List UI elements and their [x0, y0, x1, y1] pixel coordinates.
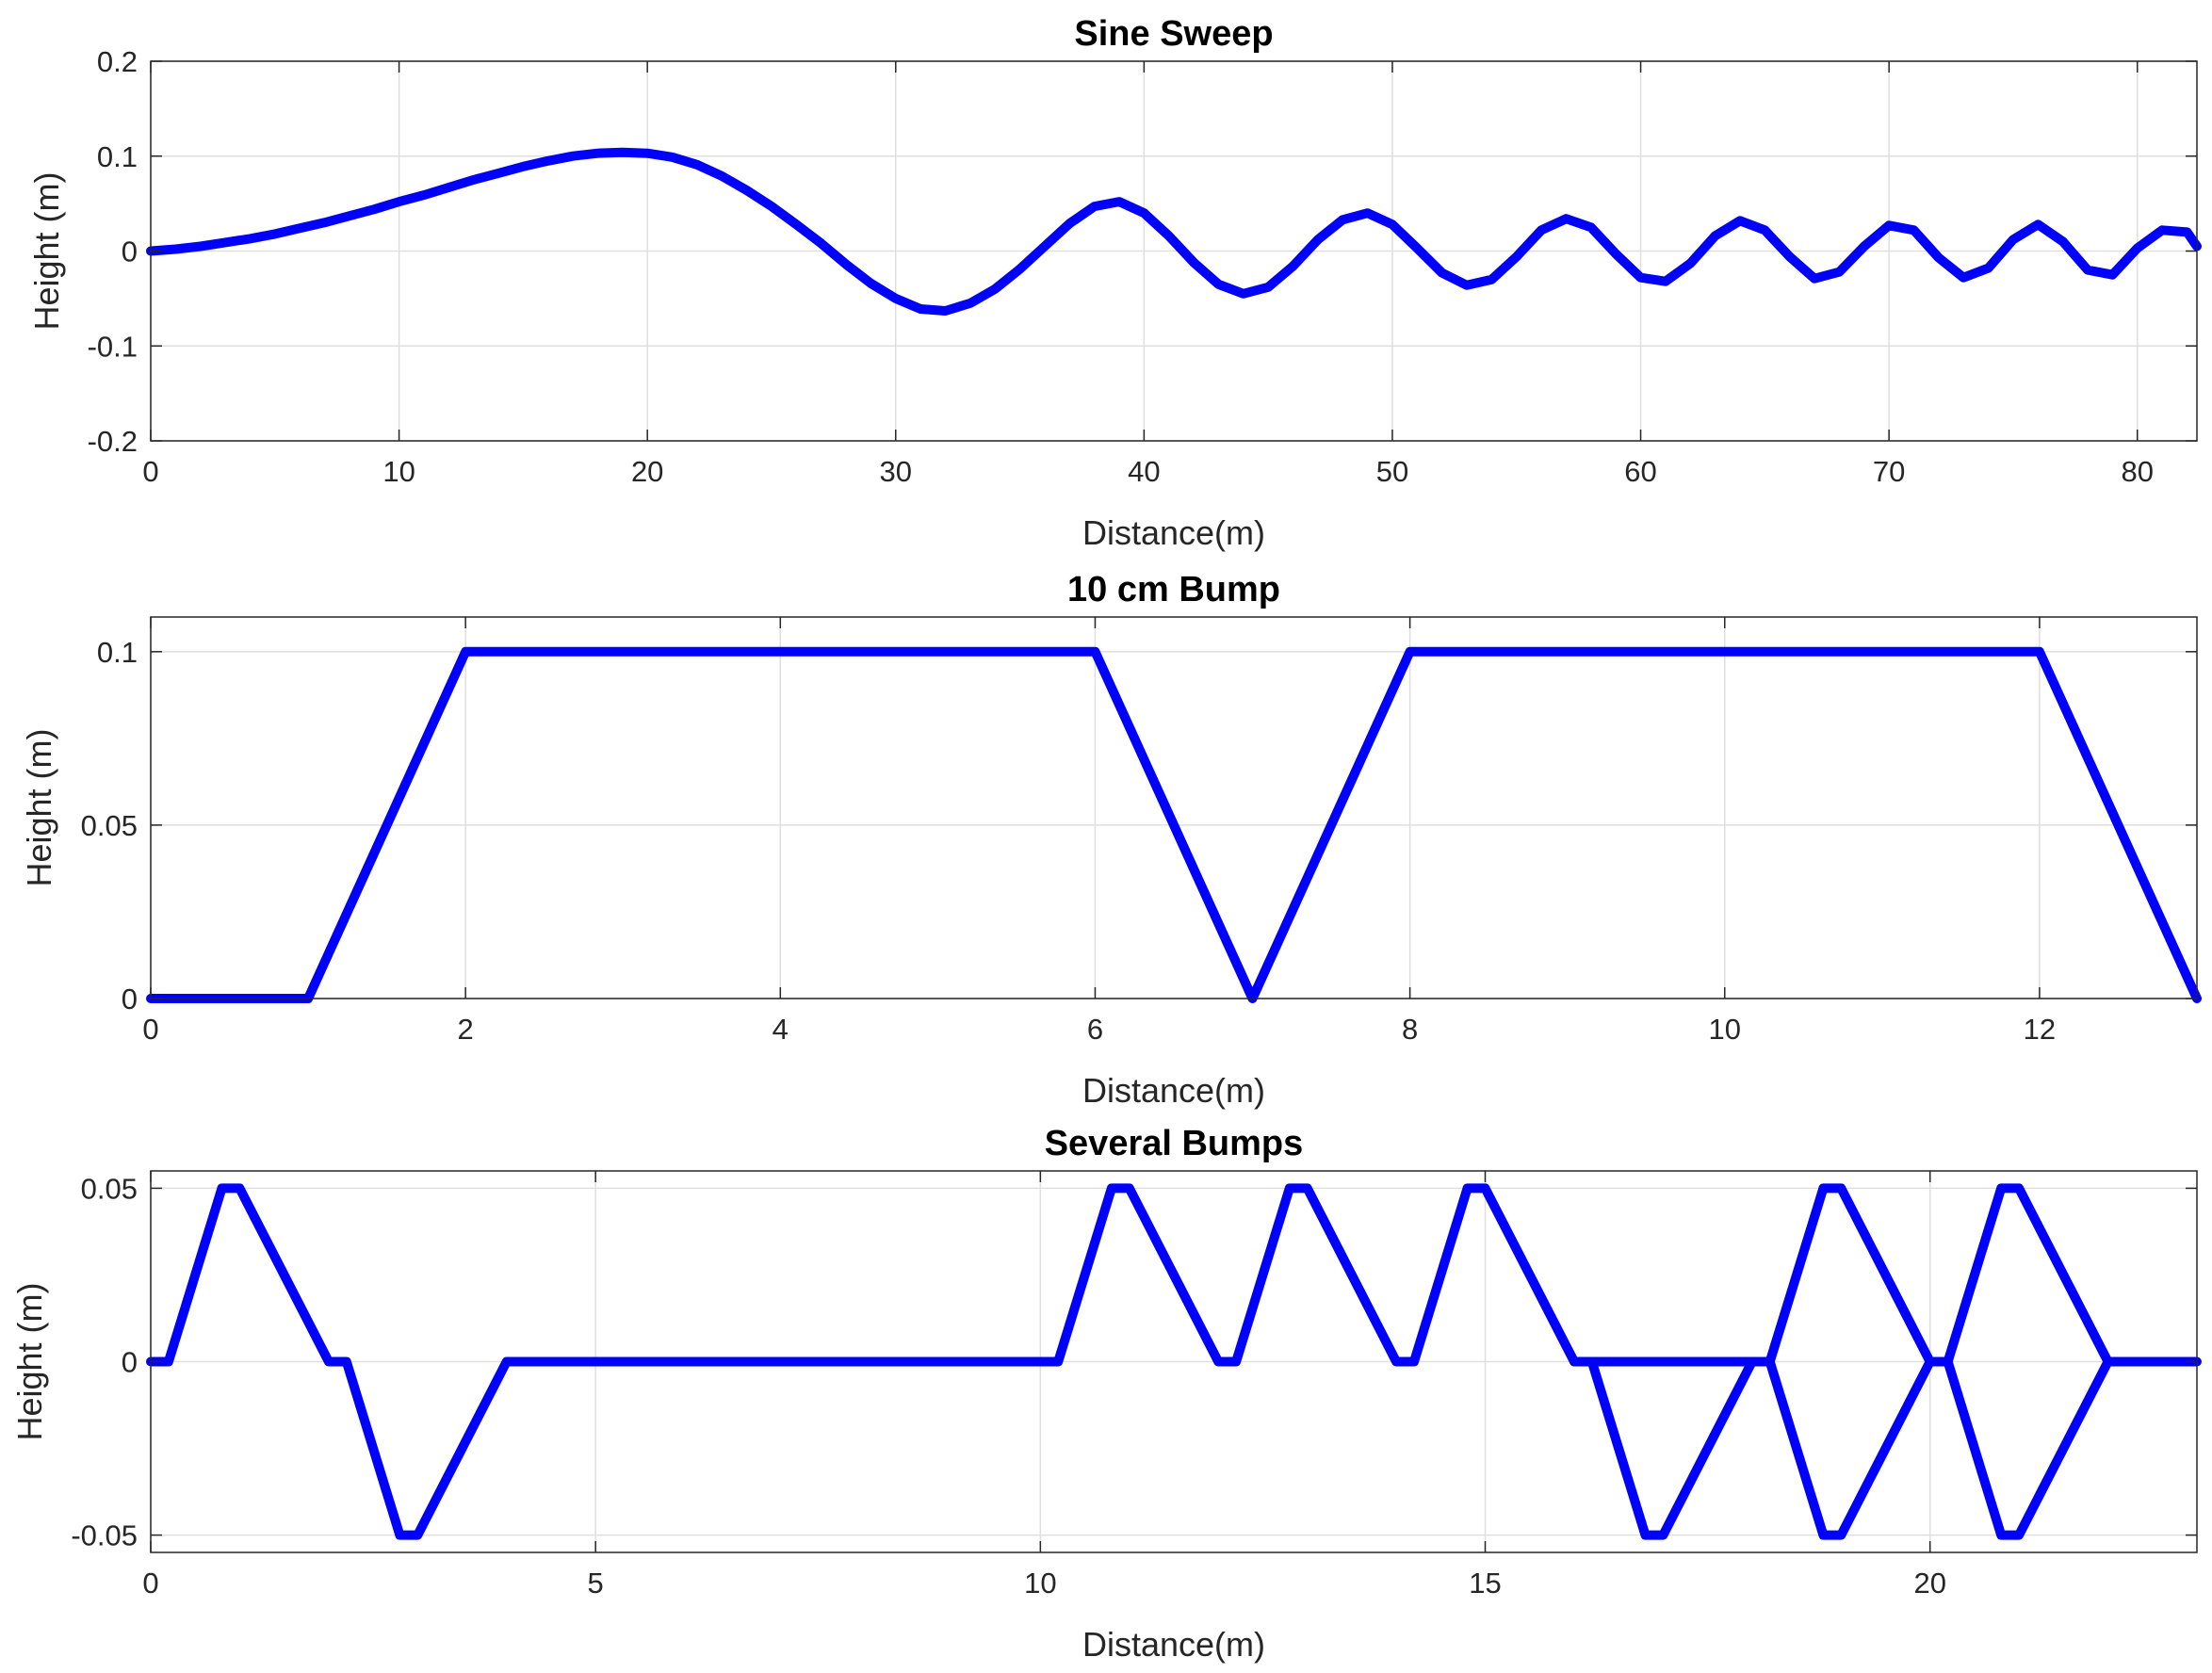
chart-title: Sine Sweep	[1074, 14, 1273, 54]
y-tick-label: 0.05	[81, 809, 138, 842]
y-tick-label: 0	[122, 236, 138, 268]
y-tick-label: -0.05	[71, 1519, 138, 1552]
x-tick-label: 12	[2024, 1013, 2056, 1046]
y-tick-label: 0.1	[97, 636, 138, 669]
y-tick-label: 0	[122, 1346, 138, 1379]
series-line-2	[1570, 1183, 2113, 1367]
x-tick-label: 20	[631, 455, 663, 488]
series-line-1	[146, 646, 2202, 1003]
series-line-1	[146, 147, 2202, 316]
y-axis-label: Height (m)	[27, 171, 66, 330]
y-axis-label: Height (m)	[10, 1282, 49, 1440]
x-tick-label: 60	[1624, 455, 1656, 488]
x-tick-label: 40	[1128, 455, 1160, 488]
y-tick-label: 0.1	[97, 140, 138, 173]
y-tick-label: 0.05	[81, 1172, 138, 1205]
axes-box	[150, 616, 2198, 999]
y-tick-label: 0	[122, 983, 138, 1015]
x-tick-label: 6	[1087, 1013, 1103, 1046]
y-tick-label: 0.2	[97, 45, 138, 78]
x-tick-label: 4	[773, 1013, 789, 1046]
x-tick-label: 10	[1024, 1567, 1056, 1600]
x-tick-label: 20	[1913, 1567, 1945, 1600]
x-axis-label: Distance(m)	[1082, 1071, 1265, 1110]
x-tick-label: 0	[142, 455, 158, 488]
x-tick-label: 5	[588, 1567, 604, 1600]
x-tick-label: 10	[1709, 1013, 1741, 1046]
y-tick-label: -0.1	[88, 330, 138, 363]
x-axis-label: Distance(m)	[1082, 1625, 1265, 1664]
x-tick-label: 2	[458, 1013, 474, 1046]
chart-panel-2: 0 2 4 6 8 10 12 0 0.05 0.1 10 cm Bump Distance(m) He…	[20, 570, 2202, 1110]
x-tick-label: 15	[1469, 1567, 1501, 1600]
chart-title: Several Bumps	[1045, 1124, 1304, 1163]
chart-panel-1: 0 10 20 30 40 50 60 70 80 -0.2 -0.1 0 0.1 0.2 Sine Swe…	[27, 14, 2202, 552]
y-tick-label: -0.2	[88, 425, 138, 458]
x-tick-label: 8	[1402, 1013, 1418, 1046]
x-tick-label: 80	[2121, 455, 2153, 488]
x-tick-label: 0	[142, 1013, 158, 1046]
x-tick-label: 0	[142, 1567, 158, 1600]
y-axis-label: Height (m)	[20, 728, 58, 886]
x-axis-label: Distance(m)	[1082, 513, 1265, 552]
series-line-1	[146, 1183, 2202, 1540]
chart-title: 10 cm Bump	[1067, 570, 1280, 609]
x-tick-label: 50	[1376, 455, 1408, 488]
x-tick-label: 70	[1873, 455, 1905, 488]
x-tick-label: 10	[382, 455, 415, 488]
plot-area	[151, 617, 2197, 999]
x-tick-label: 30	[880, 455, 912, 488]
